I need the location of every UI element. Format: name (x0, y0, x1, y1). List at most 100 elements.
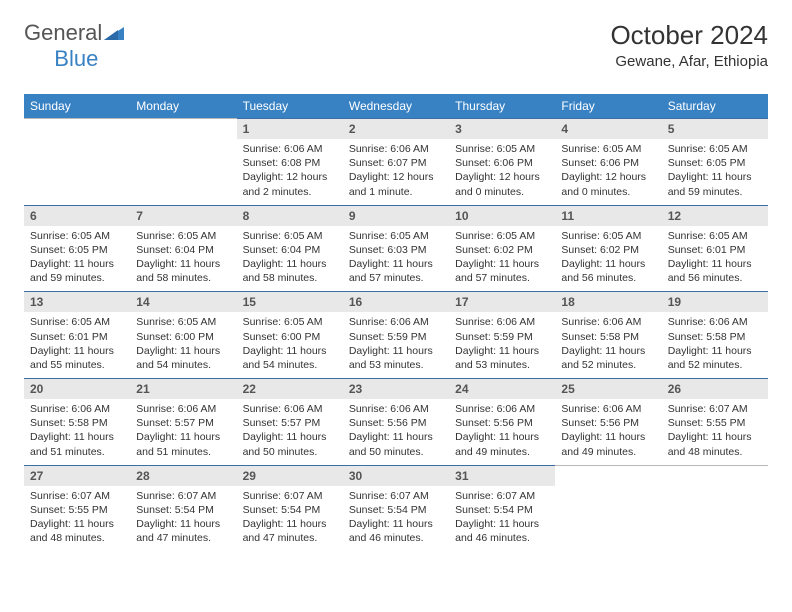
calendar-cell-empty (24, 118, 130, 205)
calendar-cell: 17Sunrise: 6:06 AMSunset: 5:59 PMDayligh… (449, 291, 555, 378)
day-data: Sunrise: 6:05 AMSunset: 6:04 PMDaylight:… (130, 226, 236, 292)
logo-text-2: Blue (54, 46, 98, 72)
calendar-cell: 25Sunrise: 6:06 AMSunset: 5:56 PMDayligh… (555, 378, 661, 465)
calendar-cell: 4Sunrise: 6:05 AMSunset: 6:06 PMDaylight… (555, 118, 661, 205)
title-box: October 2024 Gewane, Afar, Ethiopia (610, 20, 768, 70)
calendar-cell: 3Sunrise: 6:05 AMSunset: 6:06 PMDaylight… (449, 118, 555, 205)
day-data: Sunrise: 6:06 AMSunset: 5:59 PMDaylight:… (449, 312, 555, 378)
day-header: Thursday (449, 94, 555, 118)
day-data: Sunrise: 6:07 AMSunset: 5:54 PMDaylight:… (130, 486, 236, 552)
day-header: Friday (555, 94, 661, 118)
day-number: 23 (343, 379, 449, 399)
day-data: Sunrise: 6:06 AMSunset: 5:56 PMDaylight:… (449, 399, 555, 465)
calendar-cell: 29Sunrise: 6:07 AMSunset: 5:54 PMDayligh… (237, 465, 343, 552)
day-data: Sunrise: 6:05 AMSunset: 6:00 PMDaylight:… (130, 312, 236, 378)
location: Gewane, Afar, Ethiopia (610, 53, 768, 70)
day-number: 28 (130, 466, 236, 486)
calendar-cell: 5Sunrise: 6:05 AMSunset: 6:05 PMDaylight… (662, 118, 768, 205)
day-data: Sunrise: 6:06 AMSunset: 5:58 PMDaylight:… (662, 312, 768, 378)
day-number: 2 (343, 119, 449, 139)
calendar-cell: 19Sunrise: 6:06 AMSunset: 5:58 PMDayligh… (662, 291, 768, 378)
month-title: October 2024 (610, 20, 768, 51)
day-number: 17 (449, 292, 555, 312)
day-data: Sunrise: 6:06 AMSunset: 6:07 PMDaylight:… (343, 139, 449, 205)
day-number: 7 (130, 206, 236, 226)
day-number: 3 (449, 119, 555, 139)
calendar-cell: 24Sunrise: 6:06 AMSunset: 5:56 PMDayligh… (449, 378, 555, 465)
calendar-cell: 14Sunrise: 6:05 AMSunset: 6:00 PMDayligh… (130, 291, 236, 378)
calendar-cell: 23Sunrise: 6:06 AMSunset: 5:56 PMDayligh… (343, 378, 449, 465)
day-data: Sunrise: 6:07 AMSunset: 5:54 PMDaylight:… (449, 486, 555, 552)
day-number: 12 (662, 206, 768, 226)
day-data: Sunrise: 6:05 AMSunset: 6:02 PMDaylight:… (449, 226, 555, 292)
day-data: Sunrise: 6:06 AMSunset: 5:58 PMDaylight:… (555, 312, 661, 378)
day-data: Sunrise: 6:06 AMSunset: 5:57 PMDaylight:… (130, 399, 236, 465)
calendar-cell: 12Sunrise: 6:05 AMSunset: 6:01 PMDayligh… (662, 205, 768, 292)
day-number: 9 (343, 206, 449, 226)
day-data: Sunrise: 6:06 AMSunset: 5:59 PMDaylight:… (343, 312, 449, 378)
calendar-cell: 7Sunrise: 6:05 AMSunset: 6:04 PMDaylight… (130, 205, 236, 292)
day-data: Sunrise: 6:06 AMSunset: 5:56 PMDaylight:… (555, 399, 661, 465)
day-number: 19 (662, 292, 768, 312)
day-data: Sunrise: 6:05 AMSunset: 6:01 PMDaylight:… (24, 312, 130, 378)
day-number: 25 (555, 379, 661, 399)
day-data: Sunrise: 6:06 AMSunset: 5:56 PMDaylight:… (343, 399, 449, 465)
logo-text-1: General (24, 20, 102, 46)
day-data: Sunrise: 6:05 AMSunset: 6:03 PMDaylight:… (343, 226, 449, 292)
day-number: 26 (662, 379, 768, 399)
calendar-cell: 27Sunrise: 6:07 AMSunset: 5:55 PMDayligh… (24, 465, 130, 552)
day-data: Sunrise: 6:05 AMSunset: 6:06 PMDaylight:… (449, 139, 555, 205)
day-data: Sunrise: 6:05 AMSunset: 6:05 PMDaylight:… (662, 139, 768, 205)
day-number: 16 (343, 292, 449, 312)
day-number: 21 (130, 379, 236, 399)
calendar-cell: 8Sunrise: 6:05 AMSunset: 6:04 PMDaylight… (237, 205, 343, 292)
calendar-cell-empty (555, 465, 661, 552)
day-data: Sunrise: 6:06 AMSunset: 6:08 PMDaylight:… (237, 139, 343, 205)
day-data: Sunrise: 6:07 AMSunset: 5:55 PMDaylight:… (662, 399, 768, 465)
day-data: Sunrise: 6:05 AMSunset: 6:06 PMDaylight:… (555, 139, 661, 205)
day-header: Sunday (24, 94, 130, 118)
day-header: Tuesday (237, 94, 343, 118)
calendar-cell: 16Sunrise: 6:06 AMSunset: 5:59 PMDayligh… (343, 291, 449, 378)
day-number: 5 (662, 119, 768, 139)
day-number: 4 (555, 119, 661, 139)
day-number: 29 (237, 466, 343, 486)
day-data: Sunrise: 6:05 AMSunset: 6:01 PMDaylight:… (662, 226, 768, 292)
day-header: Saturday (662, 94, 768, 118)
calendar-cell: 10Sunrise: 6:05 AMSunset: 6:02 PMDayligh… (449, 205, 555, 292)
calendar-cell: 22Sunrise: 6:06 AMSunset: 5:57 PMDayligh… (237, 378, 343, 465)
calendar-cell: 20Sunrise: 6:06 AMSunset: 5:58 PMDayligh… (24, 378, 130, 465)
day-number: 31 (449, 466, 555, 486)
day-number: 22 (237, 379, 343, 399)
day-number: 20 (24, 379, 130, 399)
calendar-cell: 2Sunrise: 6:06 AMSunset: 6:07 PMDaylight… (343, 118, 449, 205)
day-number: 30 (343, 466, 449, 486)
day-data: Sunrise: 6:05 AMSunset: 6:04 PMDaylight:… (237, 226, 343, 292)
day-data: Sunrise: 6:05 AMSunset: 6:02 PMDaylight:… (555, 226, 661, 292)
day-number: 24 (449, 379, 555, 399)
day-header: Monday (130, 94, 236, 118)
day-data: Sunrise: 6:05 AMSunset: 6:00 PMDaylight:… (237, 312, 343, 378)
logo-triangle-icon (104, 20, 124, 46)
calendar-cell: 31Sunrise: 6:07 AMSunset: 5:54 PMDayligh… (449, 465, 555, 552)
logo: General (24, 20, 125, 46)
day-data: Sunrise: 6:05 AMSunset: 6:05 PMDaylight:… (24, 226, 130, 292)
day-data: Sunrise: 6:07 AMSunset: 5:54 PMDaylight:… (237, 486, 343, 552)
calendar-cell: 9Sunrise: 6:05 AMSunset: 6:03 PMDaylight… (343, 205, 449, 292)
calendar-cell: 6Sunrise: 6:05 AMSunset: 6:05 PMDaylight… (24, 205, 130, 292)
day-number: 6 (24, 206, 130, 226)
day-number: 15 (237, 292, 343, 312)
day-number: 10 (449, 206, 555, 226)
calendar-cell: 15Sunrise: 6:05 AMSunset: 6:00 PMDayligh… (237, 291, 343, 378)
day-number: 18 (555, 292, 661, 312)
day-number: 11 (555, 206, 661, 226)
calendar-cell: 26Sunrise: 6:07 AMSunset: 5:55 PMDayligh… (662, 378, 768, 465)
day-data: Sunrise: 6:07 AMSunset: 5:55 PMDaylight:… (24, 486, 130, 552)
calendar-cell: 21Sunrise: 6:06 AMSunset: 5:57 PMDayligh… (130, 378, 236, 465)
calendar-cell-empty (662, 465, 768, 552)
calendar-cell: 18Sunrise: 6:06 AMSunset: 5:58 PMDayligh… (555, 291, 661, 378)
calendar-cell: 30Sunrise: 6:07 AMSunset: 5:54 PMDayligh… (343, 465, 449, 552)
day-number: 13 (24, 292, 130, 312)
day-data: Sunrise: 6:07 AMSunset: 5:54 PMDaylight:… (343, 486, 449, 552)
day-number: 27 (24, 466, 130, 486)
